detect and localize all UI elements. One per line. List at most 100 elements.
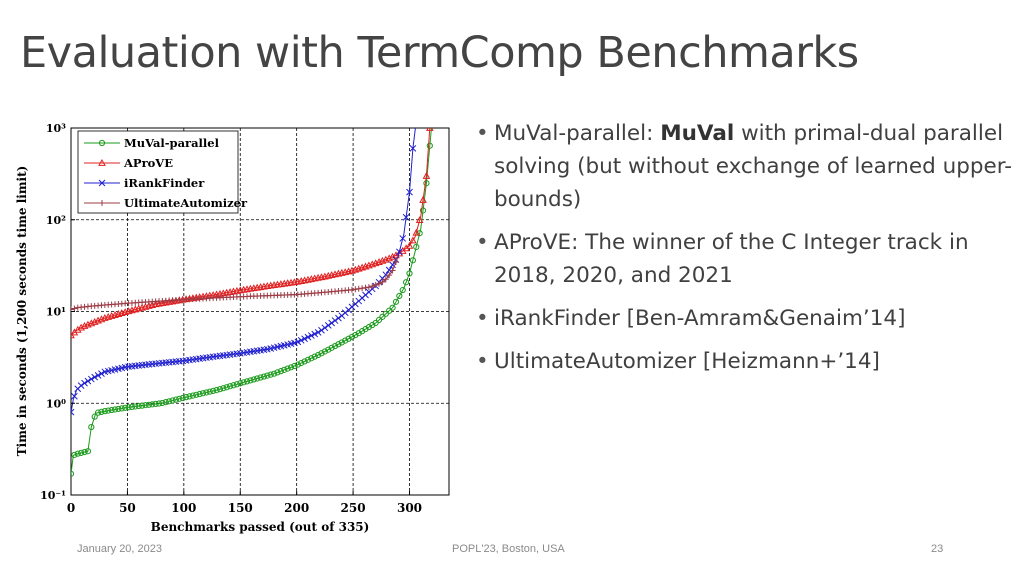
data-point-ultimateautomizer: [352, 286, 359, 293]
data-point-muval-parallel: [149, 401, 156, 408]
data-point-irankfinder: [311, 330, 319, 338]
data-point-irankfinder: [328, 319, 336, 327]
data-point-irankfinder: [399, 235, 407, 242]
legend-marker-irankfinder: [98, 179, 106, 187]
data-point-irankfinder: [77, 382, 85, 389]
data-point-aprove: [405, 241, 414, 249]
data-point-irankfinder: [402, 213, 410, 221]
data-point-irankfinder: [318, 326, 325, 334]
data-point-muval-parallel: [352, 331, 359, 339]
data-point-muval-parallel: [176, 395, 183, 402]
data-point-irankfinder: [406, 188, 413, 196]
chart: 0 50 100 150 200 250 300 10⁻¹ 10⁰ 10¹ 10² 10³ Benc…: [15, 118, 450, 534]
data-point-muval-parallel: [243, 378, 251, 385]
data-point-muval-parallel: [189, 392, 196, 399]
data-point-muval-parallel: [226, 383, 234, 390]
y-tick-label: 10²: [46, 214, 66, 227]
data-point-muval-parallel: [304, 356, 312, 363]
y-tick-label: 10⁰: [46, 397, 66, 410]
data-point-muval-parallel: [233, 381, 240, 388]
legend-label-muval-parallel: MuVal-parallel: [124, 136, 220, 150]
data-point-muval-parallel: [155, 400, 163, 407]
data-point-ultimateautomizer: [376, 280, 383, 287]
data-point-ultimateautomizer: [71, 306, 74, 313]
series-line-muval-parallel: [71, 128, 432, 474]
data-point-muval-parallel: [142, 402, 149, 409]
data-point-muval-parallel: [162, 399, 169, 406]
data-point-irankfinder: [98, 370, 105, 377]
footer-page-number: 23: [931, 543, 944, 555]
data-point-irankfinder: [331, 317, 339, 324]
data-point-muval-parallel: [108, 406, 115, 414]
footer-conference: POPL'23, Boston, USA: [452, 543, 565, 555]
data-point-muval-parallel: [325, 346, 332, 353]
data-point-muval-parallel: [311, 353, 318, 360]
series-layer: [71, 118, 434, 477]
data-point-muval-parallel: [257, 374, 264, 381]
data-point-muval-parallel: [125, 404, 132, 411]
data-point-muval-parallel: [91, 413, 98, 420]
data-point-irankfinder: [413, 118, 419, 124]
data-point-muval-parallel: [94, 409, 102, 416]
data-point-muval-parallel: [186, 393, 193, 400]
data-point-ultimateautomizer: [365, 284, 372, 291]
data-point-muval-parallel: [348, 333, 356, 341]
data-point-muval-parallel: [118, 405, 125, 412]
data-point-muval-parallel: [267, 371, 274, 378]
data-point-aprove: [419, 195, 427, 203]
data-point-ultimateautomizer: [389, 267, 396, 274]
x-tick-label: 300: [397, 501, 422, 515]
data-point-muval-parallel: [274, 369, 281, 376]
data-point-irankfinder: [71, 392, 78, 400]
data-point-muval-parallel: [396, 292, 403, 300]
data-point-muval-parallel: [71, 470, 75, 477]
data-point-ultimateautomizer: [355, 285, 362, 292]
data-point-muval-parallel: [105, 407, 112, 414]
footer-date: January 20, 2023: [77, 543, 163, 555]
legend: MuVal-parallel AProVE iRankFinder UltimateA…: [77, 130, 248, 214]
data-point-muval-parallel: [338, 339, 345, 346]
data-point-muval-parallel: [111, 406, 119, 413]
data-point-irankfinder: [81, 379, 88, 387]
data-point-muval-parallel: [169, 397, 176, 404]
data-point-muval-parallel: [260, 373, 268, 380]
data-point-irankfinder: [87, 375, 95, 383]
x-tick-label: 200: [284, 501, 309, 515]
data-point-muval-parallel: [122, 404, 129, 411]
data-point-muval-parallel: [277, 368, 284, 375]
data-point-muval-parallel: [88, 423, 95, 431]
y-axis-label: Time in seconds (1,200 seconds time limi…: [15, 166, 29, 457]
data-point-aprove: [412, 228, 421, 236]
y-tick-label: 10¹: [46, 306, 66, 319]
data-point-irankfinder: [409, 145, 417, 152]
slide-title: Evaluation with TermComp Benchmarks: [20, 28, 859, 78]
data-point-irankfinder: [91, 373, 99, 381]
data-point-muval-parallel: [291, 362, 298, 370]
data-point-irankfinder: [389, 261, 396, 269]
bullet-list: MuVal-parallel: MuVal with primal-dual p…: [474, 117, 1014, 388]
data-point-muval-parallel: [294, 361, 301, 368]
data-point-ultimateautomizer: [379, 278, 386, 285]
legend-marker-aprove: [98, 158, 106, 166]
data-point-muval-parallel: [193, 391, 200, 398]
bullet-muval: MuVal-parallel: MuVal with primal-dual p…: [474, 117, 1014, 216]
data-point-muval-parallel: [335, 341, 342, 348]
data-point-aprove: [392, 251, 400, 259]
x-tick-label: 250: [341, 501, 366, 515]
data-point-ultimateautomizer: [71, 305, 78, 312]
data-point-muval-parallel: [379, 313, 386, 320]
legend-label-aprove: AProVE: [123, 156, 173, 170]
data-point-muval-parallel: [240, 379, 247, 386]
data-point-muval-parallel: [264, 372, 271, 379]
data-point-muval-parallel: [419, 207, 427, 214]
data-point-muval-parallel: [287, 364, 295, 371]
data-point-muval-parallel: [315, 351, 322, 359]
data-point-muval-parallel: [345, 335, 352, 342]
data-point-muval-parallel: [375, 316, 383, 324]
legend-label-ultimateautomizer: UltimateAutomizer: [124, 196, 248, 210]
data-point-aprove: [425, 128, 434, 131]
x-ticks: 0 50 100 150 200 250 300: [67, 491, 422, 515]
data-point-muval-parallel: [166, 398, 173, 405]
data-point-ultimateautomizer: [382, 276, 389, 283]
data-point-muval-parallel: [159, 399, 166, 407]
